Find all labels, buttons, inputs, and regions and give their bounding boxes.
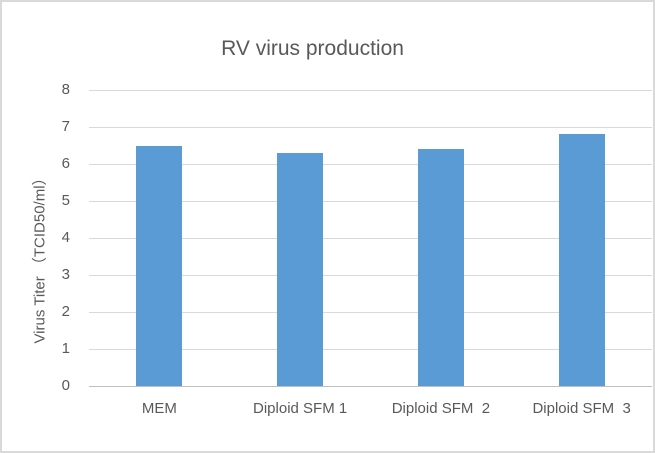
chart-title: RV virus production [221, 37, 404, 60]
gridline [89, 164, 652, 165]
gridline [89, 90, 652, 91]
gridline [89, 275, 652, 276]
bar-diploid-sfm-1 [277, 152, 324, 386]
bar-mem [136, 145, 183, 386]
y-axis-tick-label: 0 [61, 377, 70, 394]
y-axis-tick-label: 6 [61, 155, 70, 172]
x-axis-line [89, 386, 652, 387]
gridline [89, 127, 652, 128]
bar-diploid-sfm-2 [417, 149, 464, 386]
y-axis-tick-label: 5 [61, 192, 70, 209]
gridline [89, 312, 652, 313]
y-axis-tick-label: 8 [61, 81, 70, 98]
bar-diploid-sfm-3 [558, 134, 605, 386]
x-category-label: MEM [141, 400, 177, 417]
gridline [89, 349, 652, 350]
y-axis-tick-label: 7 [61, 118, 70, 135]
gridline [89, 238, 652, 239]
x-category-label: Diploid SFM 1 [253, 400, 348, 417]
y-axis-tick-label: 4 [61, 229, 70, 246]
x-category-label: Diploid SFM 2 [391, 400, 491, 417]
x-category-label: Diploid SFM 3 [532, 400, 631, 417]
y-axis-tick-label: 2 [61, 303, 70, 320]
y-axis-tick-label: 1 [61, 340, 70, 357]
gridline [89, 201, 652, 202]
y-axis-tick-label: 3 [61, 266, 70, 283]
